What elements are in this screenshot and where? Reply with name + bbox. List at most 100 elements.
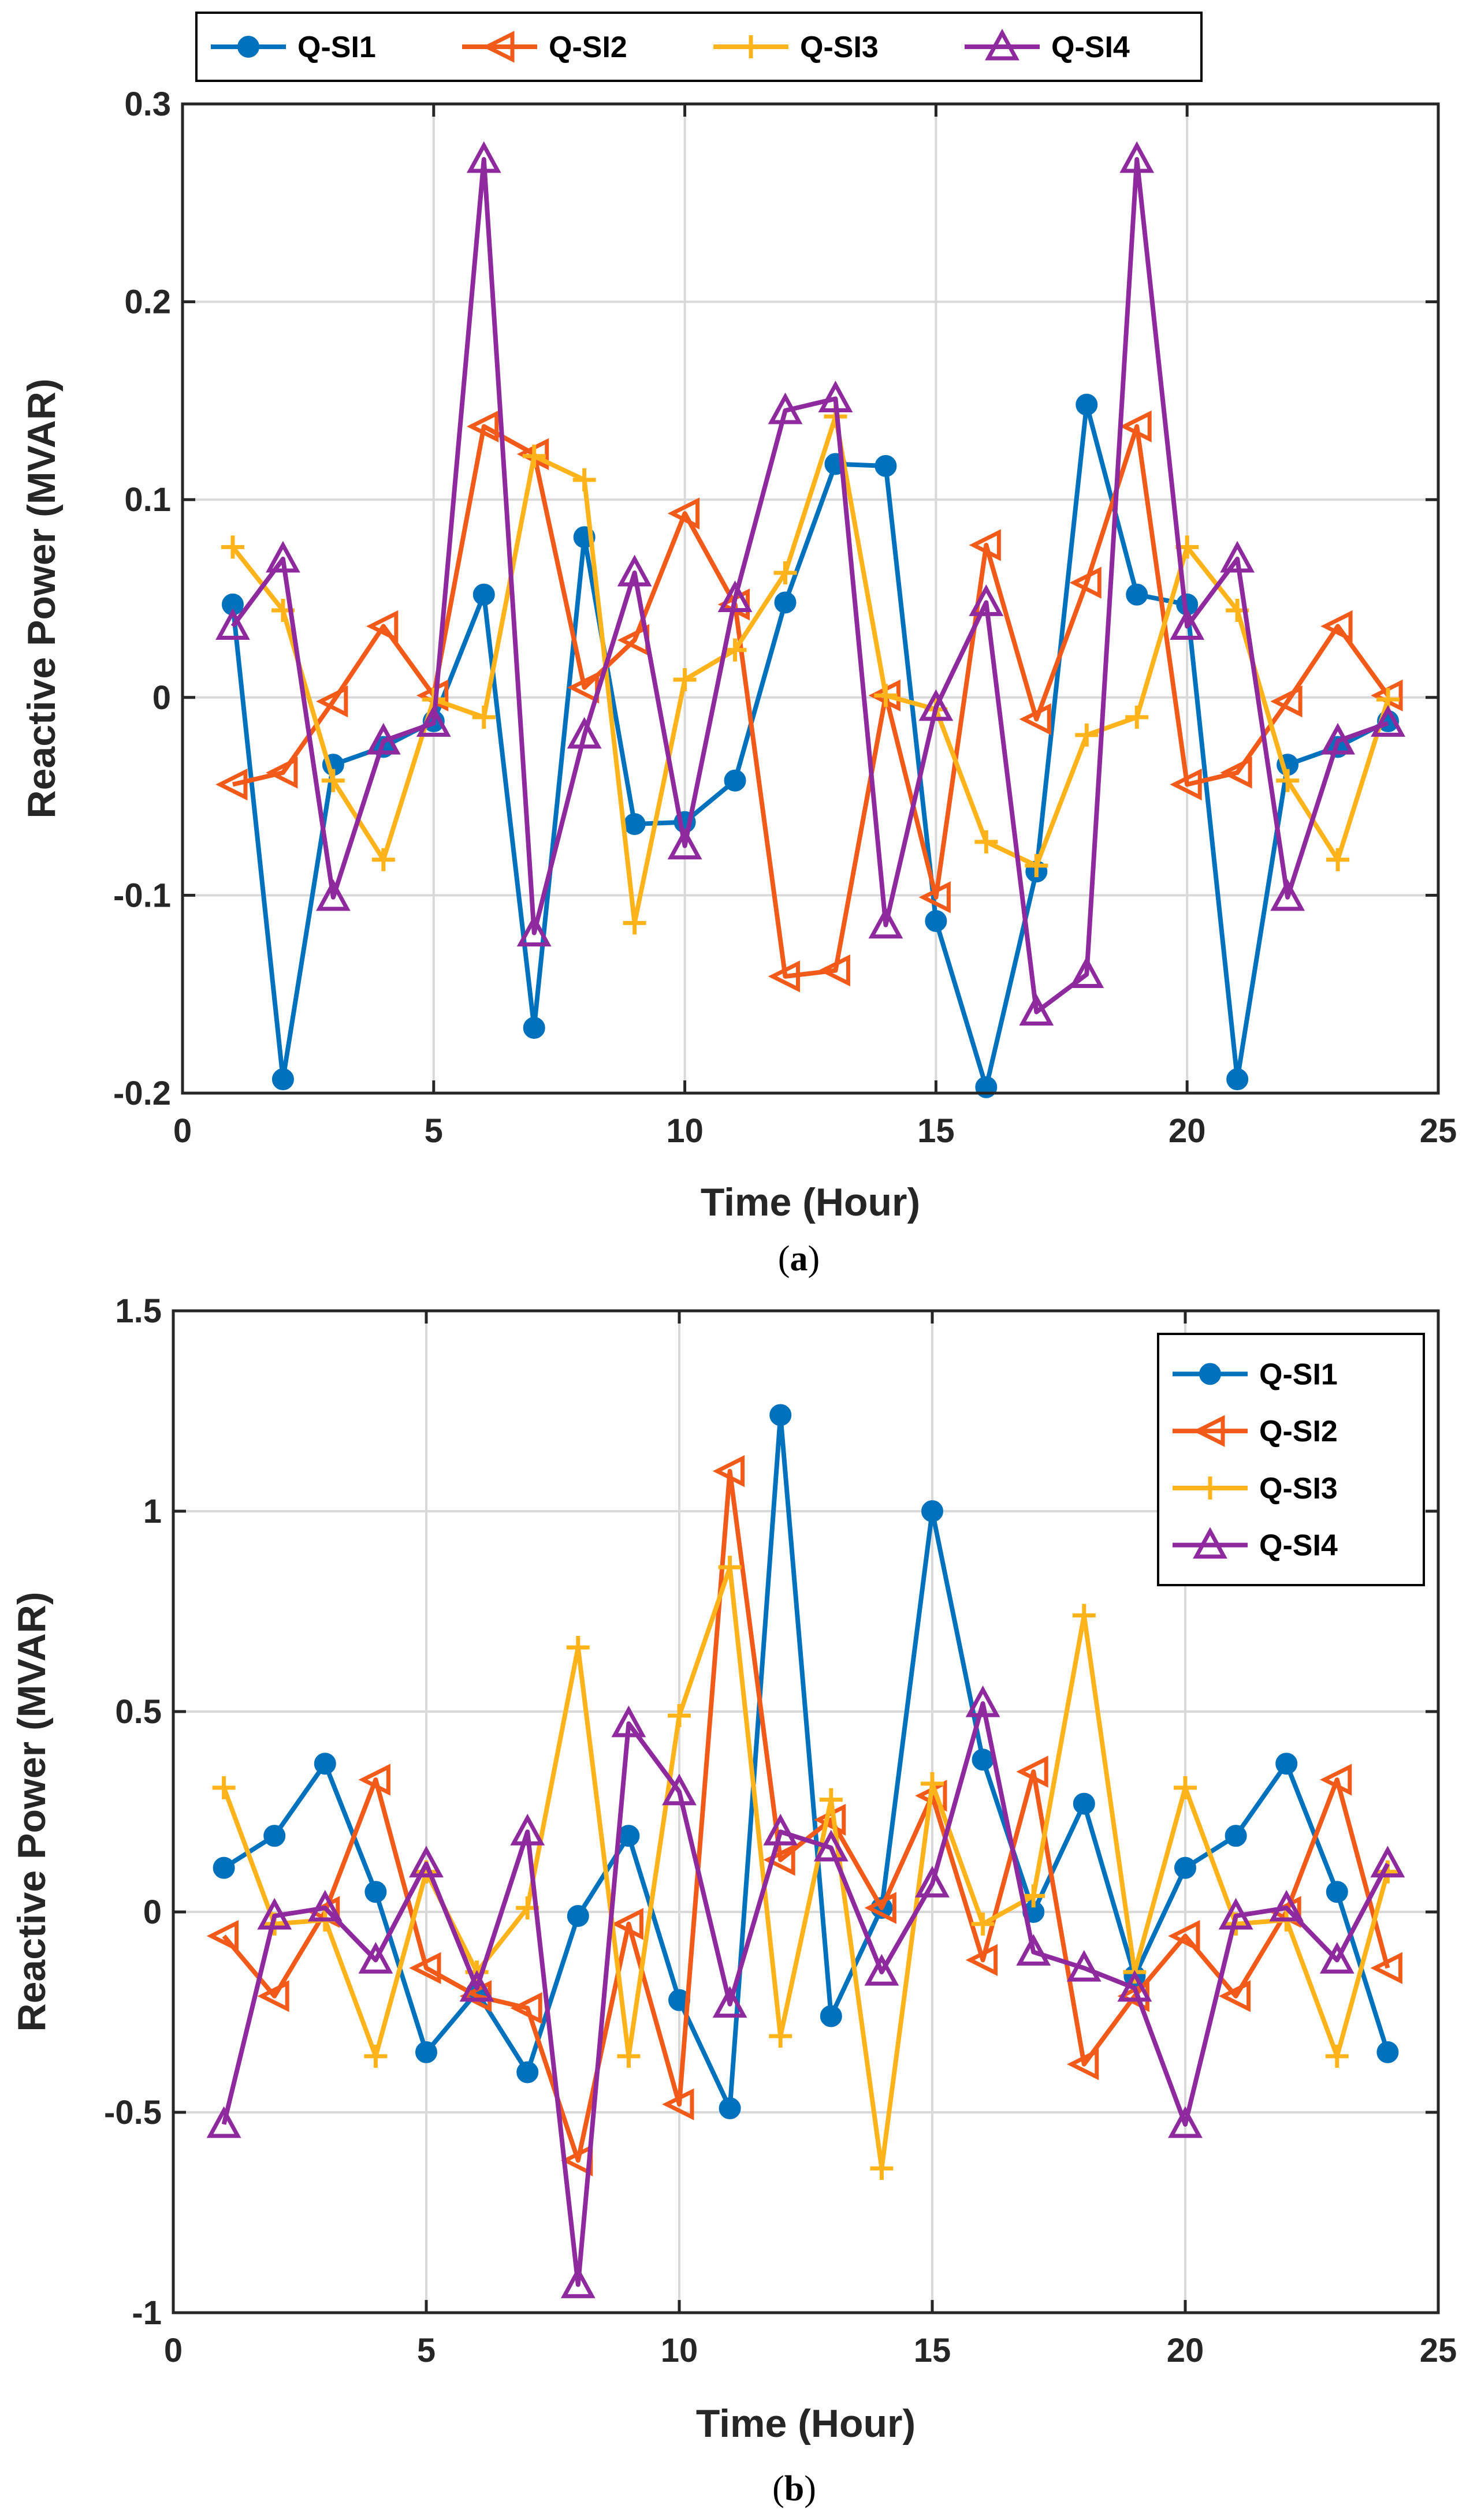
data-point-q-si4 (1320, 722, 1355, 755)
y-tick-label: -0.2 (113, 1075, 171, 1112)
data-point-q-si4 (768, 392, 803, 424)
data-point-q-si4 (864, 1954, 899, 1986)
data-point-q-si3 (1025, 854, 1048, 878)
data-point-q-si3 (371, 848, 395, 871)
data-point-q-si3 (221, 535, 244, 559)
x-tick-label: 0 (173, 1112, 192, 1150)
data-point-q-si4 (918, 689, 954, 721)
data-point-q-si1 (724, 769, 746, 792)
data-point-q-si4 (868, 907, 903, 939)
data-point-q-si3 (668, 1703, 691, 1727)
y-tick-label: -0.5 (104, 2094, 162, 2131)
data-point-q-si2 (864, 1892, 896, 1924)
y-tick-label: -1 (132, 2294, 162, 2332)
data-point-q-si3 (874, 684, 898, 707)
data-point-q-si2 (1168, 1919, 1200, 1952)
data-point-q-si1 (415, 2041, 437, 2063)
data-point-q-si3 (212, 1776, 236, 1799)
data-point-q-si4 (818, 381, 853, 412)
data-point-q-si3 (773, 561, 797, 584)
data-point-q-si3 (522, 444, 546, 468)
series-q-si4 (215, 141, 1405, 1026)
data-point-q-si1 (623, 813, 646, 836)
data-point-q-si4 (969, 584, 1004, 616)
x-tick-label: 10 (661, 2332, 698, 2369)
legend-marker (1199, 1363, 1221, 1385)
data-point-q-si2 (1370, 1952, 1402, 1984)
data-point-q-si4 (1117, 1970, 1152, 2002)
data-point-q-si4 (1016, 1934, 1051, 1966)
data-point-q-si3 (974, 830, 998, 853)
data-point-q-si4 (315, 879, 351, 911)
legend-entry-q-si3: Q-SI3 (1173, 1472, 1338, 1505)
data-point-q-si4 (1218, 1898, 1253, 1930)
figure-caption: (b) (772, 2469, 816, 2508)
legend-marker (739, 35, 762, 58)
series-q-si2 (215, 410, 1403, 993)
x-tick-label: 5 (425, 1112, 443, 1150)
data-point-q-si3 (723, 638, 747, 662)
data-point-q-si2 (1270, 685, 1303, 718)
data-point-q-si2 (667, 497, 700, 530)
data-point-q-si4 (1119, 141, 1155, 173)
legend-label: Q-SI2 (1259, 1415, 1338, 1448)
x-tick-label: 15 (917, 1112, 955, 1150)
data-point-q-si1 (364, 1881, 387, 1903)
data-point-q-si2 (466, 410, 499, 443)
data-point-q-si4 (466, 141, 501, 173)
y-tick-label: 1 (143, 1493, 162, 1530)
x-axis-label: Time (Hour) (701, 1180, 920, 1224)
data-point-q-si4 (416, 705, 451, 737)
data-point-q-si3 (1075, 723, 1099, 747)
data-point-q-si4 (358, 1941, 393, 1974)
chart-b: 0 5 10 15 20 25 -1 -0.5 0 0.5 1 1.5 Time (Hour) React… (10, 1292, 1457, 2508)
data-point-q-si2 (215, 768, 248, 801)
data-point-q-si2 (358, 1764, 390, 1796)
series-q-si1 (213, 1404, 1399, 2120)
data-point-q-si1 (774, 591, 797, 614)
data-point-q-si2 (1319, 1764, 1352, 1796)
legend: Q-SI1 Q-SI2 Q-SI3 Q-SI4 (195, 12, 1203, 82)
data-point-q-si2 (1019, 703, 1051, 736)
data-point-q-si4 (1066, 1949, 1102, 1982)
data-point-q-si4 (1269, 1889, 1304, 1922)
legend-marker (1193, 1415, 1225, 1447)
data-point-q-si1 (1226, 1068, 1249, 1091)
data-point-q-si2 (611, 1908, 643, 1940)
data-point-q-si3 (364, 2044, 388, 2068)
data-point-q-si4 (1370, 1846, 1405, 1878)
data-point-q-si3 (1174, 1776, 1197, 1799)
data-point-q-si2 (1016, 1755, 1048, 1788)
data-point-q-si4 (307, 1889, 343, 1922)
data-point-q-si3 (572, 468, 596, 491)
data-point-q-si2 (965, 1944, 998, 1976)
data-point-q-si3 (566, 1635, 590, 1659)
data-point-q-si2 (969, 529, 1001, 561)
data-point-q-si3 (718, 1556, 742, 1579)
plot-area (183, 104, 1438, 1093)
data-point-q-si4 (662, 1773, 697, 1806)
data-point-q-si1 (472, 583, 495, 606)
data-point-q-si3 (1022, 1884, 1045, 1908)
data-point-q-si1 (271, 1068, 294, 1091)
data-point-q-si3 (321, 769, 345, 792)
legend-label: Q-SI2 (549, 31, 627, 64)
legend-marker (985, 28, 1019, 61)
data-point-q-si4 (215, 608, 250, 640)
data-point-q-si3 (1125, 706, 1149, 729)
chart-a: 0 5 10 15 20 25 -0.2 -0.1 0 0.1 0.2 0.3 Time (Hour) R… (20, 12, 1457, 1278)
data-point-q-si2 (1320, 610, 1353, 643)
data-point-q-si4 (1069, 956, 1104, 988)
legend-entry-q-si3: Q-SI3 (713, 31, 879, 64)
data-point-q-si4 (712, 1986, 747, 2018)
caption-letter: b (784, 2469, 804, 2508)
x-tick-label: 10 (666, 1112, 704, 1150)
data-point-q-si4 (763, 1813, 798, 1846)
data-point-q-si2 (918, 881, 951, 914)
data-point-q-si2 (662, 2088, 694, 2120)
data-point-q-si1 (972, 1749, 994, 1771)
data-point-q-si4 (1168, 2106, 1203, 2138)
y-tick-label: 0.2 (124, 284, 171, 321)
data-point-q-si4 (965, 1685, 1000, 1717)
